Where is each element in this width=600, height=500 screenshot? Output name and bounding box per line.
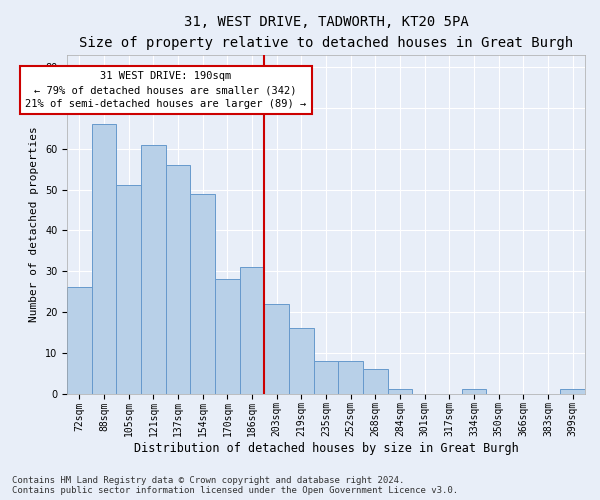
Text: 31 WEST DRIVE: 190sqm
← 79% of detached houses are smaller (342)
21% of semi-det: 31 WEST DRIVE: 190sqm ← 79% of detached … [25,72,307,110]
Bar [190,194,215,394]
Bar [388,390,412,394]
Bar [116,186,141,394]
Bar [240,267,265,394]
Title: 31, WEST DRIVE, TADWORTH, KT20 5PA
Size of property relative to detached houses : 31, WEST DRIVE, TADWORTH, KT20 5PA Size … [79,15,573,50]
Bar [338,361,363,394]
Bar [363,369,388,394]
Y-axis label: Number of detached properties: Number of detached properties [29,126,40,322]
Bar [560,390,585,394]
Bar [265,304,289,394]
Bar [92,124,116,394]
Bar [215,280,240,394]
Bar [166,165,190,394]
Bar [141,144,166,394]
Text: Contains HM Land Registry data © Crown copyright and database right 2024.
Contai: Contains HM Land Registry data © Crown c… [12,476,458,495]
Bar [289,328,314,394]
Bar [314,361,338,394]
X-axis label: Distribution of detached houses by size in Great Burgh: Distribution of detached houses by size … [134,442,518,455]
Bar [461,390,487,394]
Bar [67,288,92,394]
